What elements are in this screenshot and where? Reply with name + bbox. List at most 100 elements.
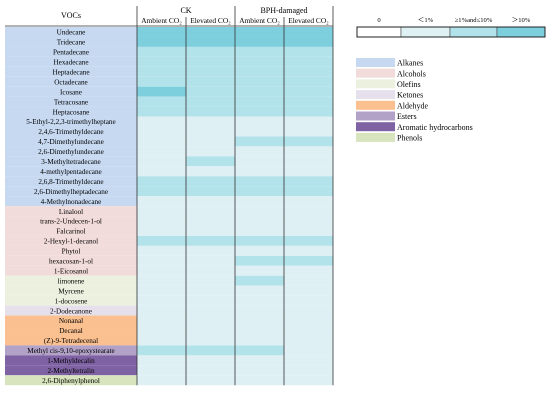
row-label-background — [5, 375, 137, 386]
row-label-background — [5, 196, 137, 207]
heatmap-cell — [137, 335, 186, 346]
heatmap-cell — [235, 315, 284, 326]
heatmap-cell — [137, 295, 186, 306]
heatmap-cell — [284, 106, 333, 117]
heatmap-cell — [186, 235, 235, 246]
heatmap-cell — [235, 66, 284, 77]
row-label-background — [5, 96, 137, 107]
heatmap-cell — [186, 345, 235, 356]
heatmap-cell — [235, 96, 284, 107]
row-label: Octadecane — [54, 78, 88, 86]
row-label-background — [5, 146, 137, 157]
heatmap-cell — [137, 375, 186, 386]
heatmap-cell — [186, 226, 235, 236]
heatmap-cell — [235, 186, 284, 197]
row-label-background — [5, 156, 137, 167]
scale-swatch — [356, 26, 402, 38]
heatmap-cell — [186, 265, 235, 276]
row-label: 1-docosene — [55, 297, 88, 305]
row-label: Myrcene — [58, 287, 84, 295]
heatmap-cell — [186, 46, 235, 57]
row-label-background — [5, 265, 137, 276]
heatmap-cell — [284, 86, 333, 97]
heatmap-cell — [186, 275, 235, 286]
legend-label: Phenols — [397, 134, 422, 143]
heatmap-cell — [284, 186, 333, 197]
heatmap-cell — [137, 345, 186, 356]
heatmap-cell — [137, 226, 186, 236]
heatmap-cell — [235, 46, 284, 57]
row-label-background — [5, 365, 137, 376]
legend-label: Aldehyde — [397, 101, 429, 110]
row-label-background — [5, 216, 137, 226]
heatmap-cell — [284, 66, 333, 77]
heatmap-cell — [186, 146, 235, 157]
row-label-background — [5, 126, 137, 137]
row-label: Decanal — [59, 327, 83, 335]
heatmap-cell — [284, 325, 333, 336]
heatmap-cell — [186, 27, 235, 37]
heatmap-cell — [235, 305, 284, 316]
heatmap-cell — [137, 315, 186, 326]
legend-swatch — [356, 122, 395, 132]
heatmap-cell — [137, 235, 186, 246]
row-header: VOCs — [61, 11, 81, 20]
heatmap-cell — [186, 206, 235, 217]
heatmap-cell — [235, 176, 284, 187]
heatmap-cell — [137, 305, 186, 316]
heatmap-cell — [137, 36, 186, 47]
heatmap-cell — [186, 156, 235, 167]
heatmap-cell — [186, 106, 235, 117]
heatmap-cell — [137, 216, 186, 226]
heatmap-cell — [186, 126, 235, 137]
heatmap-cell — [137, 156, 186, 167]
scale-border — [356, 26, 546, 38]
row-label-background — [5, 46, 137, 57]
scale-swatch — [496, 26, 546, 38]
heatmap-cell — [137, 255, 186, 266]
heatmap-cell — [235, 375, 284, 386]
heatmap-cell — [284, 136, 333, 147]
legend-swatch — [356, 100, 395, 110]
row-label: (Z)-9-Tetradecenal — [44, 337, 98, 345]
row-label-background — [5, 166, 137, 177]
row-label-background — [5, 345, 137, 356]
row-label: Phytol — [62, 248, 81, 256]
heatmap-cell — [284, 216, 333, 226]
heatmap-cell — [235, 146, 284, 157]
scale-swatch — [449, 26, 498, 38]
row-label-background — [5, 275, 137, 286]
heatmap-cell — [284, 166, 333, 177]
heatmap-cell — [284, 36, 333, 47]
legend-swatch — [356, 132, 395, 142]
heatmap-cell — [284, 245, 333, 256]
heatmap-cell — [235, 235, 284, 246]
row-label-background — [5, 116, 137, 127]
heatmap-cell — [235, 126, 284, 137]
heatmap-cell — [284, 365, 333, 376]
row-label-background — [5, 335, 137, 346]
heatmap-cell — [235, 136, 284, 147]
row-label-background — [5, 255, 137, 266]
heatmap-cell — [284, 315, 333, 326]
heatmap-cell — [235, 36, 284, 47]
heatmap-cell — [137, 106, 186, 117]
scale-label: ≥1%and≤10% — [455, 17, 493, 24]
heatmap-cell — [137, 186, 186, 197]
legend-label: Olefins — [397, 80, 421, 89]
row-label-background — [5, 56, 137, 67]
heatmap-cell — [284, 27, 333, 37]
row-label-background — [5, 66, 137, 77]
legend-swatch — [356, 111, 395, 121]
heatmap-cell — [235, 226, 284, 236]
heatmap-cell — [186, 255, 235, 266]
row-label: 4-Methylnonadecane — [41, 198, 102, 206]
row-label-background — [5, 176, 137, 187]
legend-swatch — [356, 79, 395, 89]
heatmap-cell — [235, 56, 284, 67]
heatmap-cell — [284, 176, 333, 187]
heatmap-cell — [137, 27, 186, 37]
heatmap-cell — [186, 216, 235, 226]
heatmap-cell — [284, 46, 333, 57]
row-label: Falcarinol — [56, 228, 85, 236]
